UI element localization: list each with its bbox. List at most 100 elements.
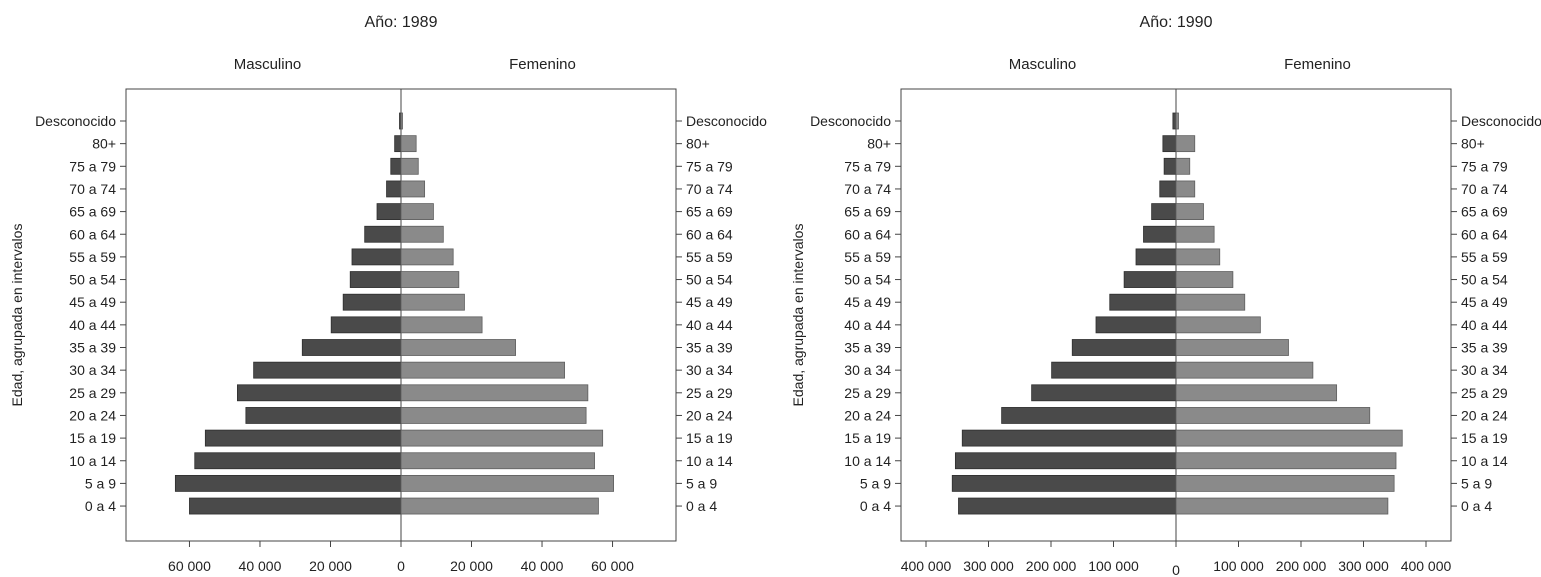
y-tick-label-right: 10 a 14 <box>1461 453 1508 469</box>
bar-masculino <box>1109 293 1177 311</box>
x-tick-label: 400 000 <box>901 558 952 574</box>
chart-panel-1: Año: 1990 Masculino Femenino Edad, agrupada… <box>790 14 1541 577</box>
y-tick-label-left: 55 a 59 <box>844 249 891 265</box>
y-tick-label-left: 5 a 9 <box>85 475 116 491</box>
y-tick-label-left: Desconocido <box>35 113 116 129</box>
y-tick-label-left: 0 a 4 <box>860 498 891 514</box>
bar-masculino <box>1151 203 1177 221</box>
bar-femenino <box>400 180 426 198</box>
x-tick-label: 20 000 <box>309 558 352 574</box>
y-axis-label: Edad, agrupada en intervalos <box>9 224 25 407</box>
bar-masculino <box>386 180 402 198</box>
y-tick-label-right: 60 a 64 <box>686 226 733 242</box>
y-tick-label-right: 25 a 29 <box>686 385 733 401</box>
y-tick-label-left: 30 a 34 <box>844 362 891 378</box>
y-tick-label-right: 70 a 74 <box>1461 181 1508 197</box>
bar-masculino <box>1001 407 1177 424</box>
bar-femenino <box>1175 271 1234 288</box>
y-tick-label-left: 50 a 54 <box>69 272 116 288</box>
y-tick-label-right: 30 a 34 <box>686 362 733 378</box>
y-tick-label-left: 15 a 19 <box>69 430 116 446</box>
y-tick-label-right: 20 a 24 <box>686 407 733 423</box>
y-tick-label-left: 70 a 74 <box>844 181 891 197</box>
bar-masculino <box>1123 271 1177 288</box>
bar-femenino <box>400 429 604 447</box>
y-axis-label: Edad, agrupada en intervalos <box>790 224 806 407</box>
bar-masculino <box>376 203 402 221</box>
bar-masculino <box>1159 180 1177 198</box>
bar-femenino <box>400 452 595 470</box>
bar-femenino <box>1175 316 1261 334</box>
y-tick-label-right: 15 a 19 <box>1461 430 1508 446</box>
y-tick-label-right: 65 a 69 <box>1461 204 1508 220</box>
x-tick-label: 300 000 <box>1338 558 1389 574</box>
y-tick-label-left: 55 a 59 <box>69 249 116 265</box>
x-tick-label: 60 000 <box>591 558 634 574</box>
bar-femenino <box>400 407 587 424</box>
bar-femenino <box>400 203 434 221</box>
bar-femenino <box>1175 429 1403 447</box>
y-tick-label-left: 35 a 39 <box>844 340 891 356</box>
x-tick-label: 200 000 <box>1026 558 1077 574</box>
bar-femenino <box>400 316 483 334</box>
y-tick-label-left: 15 a 19 <box>844 430 891 446</box>
bar-femenino <box>400 135 417 153</box>
y-tick-label-right: 45 a 49 <box>686 294 733 310</box>
y-tick-label-left: 75 a 79 <box>69 158 116 174</box>
bar-femenino <box>400 384 589 402</box>
bar-femenino <box>400 248 454 266</box>
y-tick-label-right: 70 a 74 <box>686 181 733 197</box>
bar-femenino <box>1175 293 1246 311</box>
bar-masculino <box>1162 135 1177 153</box>
y-tick-label-right: 30 a 34 <box>1461 362 1508 378</box>
y-tick-label-right: 50 a 54 <box>686 272 733 288</box>
y-tick-label-left: 40 a 44 <box>844 317 891 333</box>
y-tick-label-left: 60 a 64 <box>844 226 891 242</box>
series-label-masculino: Masculino <box>234 56 302 73</box>
bar-masculino <box>951 474 1177 492</box>
bar-masculino <box>1135 248 1177 266</box>
bar-masculino <box>174 474 402 492</box>
bar-masculino <box>364 225 402 243</box>
bar-femenino <box>400 339 516 356</box>
y-tick-label-right: 25 a 29 <box>1461 385 1508 401</box>
y-tick-label-right: 40 a 44 <box>686 317 733 333</box>
bar-femenino <box>400 474 614 492</box>
bar-femenino <box>1175 135 1196 153</box>
y-tick-label-right: 55 a 59 <box>1461 249 1508 265</box>
y-tick-label-left: 75 a 79 <box>844 158 891 174</box>
x-tick-label: 100 000 <box>1088 558 1139 574</box>
y-tick-label-left: 60 a 64 <box>69 226 116 242</box>
y-tick-label-left: 20 a 24 <box>69 407 116 423</box>
y-tick-label-right: 80+ <box>1461 136 1485 152</box>
bar-masculino <box>349 271 402 288</box>
series-label-femenino: Femenino <box>509 56 576 73</box>
bar-femenino <box>1175 157 1191 175</box>
y-tick-label-right: Desconocido <box>686 113 767 129</box>
y-tick-label-left: 25 a 29 <box>69 385 116 401</box>
y-tick-label-right: 10 a 14 <box>686 453 733 469</box>
y-tick-label-left: 70 a 74 <box>69 181 116 197</box>
y-tick-label-right: 75 a 79 <box>686 158 733 174</box>
x-tick-label: 400 000 <box>1401 558 1452 574</box>
y-tick-label-left: Desconocido <box>810 113 891 129</box>
y-tick-label-left: 25 a 29 <box>844 385 891 401</box>
bar-masculino <box>1031 384 1177 402</box>
x-tick-label: 20 000 <box>450 558 493 574</box>
y-tick-label-right: 60 a 64 <box>1461 226 1508 242</box>
bar-masculino <box>245 407 402 424</box>
x-tick-label: 40 000 <box>239 558 282 574</box>
chart-panel-0: Año: 1989 Masculino Femenino Edad, agrupada… <box>9 14 767 574</box>
x-tick-label: 60 000 <box>168 558 211 574</box>
bar-femenino <box>1175 384 1338 402</box>
y-tick-label-right: 35 a 39 <box>1461 340 1508 356</box>
y-tick-label-right: 75 a 79 <box>1461 158 1508 174</box>
y-tick-label-left: 30 a 34 <box>69 362 116 378</box>
bar-masculino <box>189 497 402 515</box>
bar-femenino <box>1175 248 1221 266</box>
bar-femenino <box>1175 474 1395 492</box>
y-tick-label-left: 20 a 24 <box>844 407 891 423</box>
y-tick-label-right: 20 a 24 <box>1461 407 1508 423</box>
x-tick-label: 0 <box>1172 562 1180 577</box>
